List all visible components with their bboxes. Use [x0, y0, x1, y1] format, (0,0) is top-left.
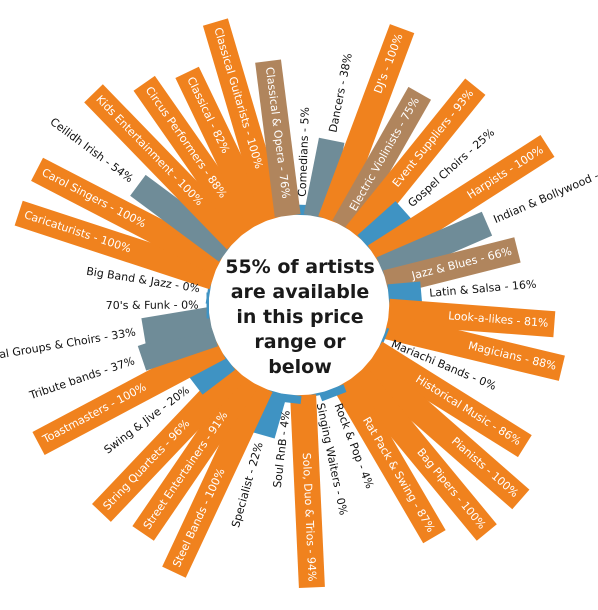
- bar-19: [290, 394, 325, 589]
- bar-2: [318, 24, 415, 226]
- bar-8: [383, 237, 521, 296]
- bar-4: [345, 78, 486, 244]
- bar-label-0: Comedians - 5%: [296, 107, 312, 197]
- bar-14: [358, 354, 530, 510]
- center-line-1: 55% of artists: [225, 256, 375, 278]
- bar-16: [333, 376, 446, 544]
- center-line-5: below: [268, 356, 332, 378]
- bar-24: [92, 361, 247, 522]
- bar-5: [357, 201, 413, 255]
- center-line-4: range or: [254, 331, 346, 353]
- bar-17: [319, 384, 347, 402]
- center-text: 55% of artists are available in this pri…: [225, 256, 375, 378]
- bar-7: [376, 211, 493, 282]
- bar-32: [31, 157, 226, 276]
- bar-group: [14, 18, 565, 589]
- bar-23: [132, 372, 260, 541]
- bar-22: [162, 381, 273, 578]
- bar-35: [133, 75, 259, 239]
- bar-34: [84, 84, 246, 250]
- bar-6: [367, 135, 555, 268]
- bar-3: [332, 86, 432, 234]
- bar-label-28: Vocal Groups & Choirs - 33%: [0, 326, 137, 365]
- bar-13: [368, 341, 532, 458]
- bar-25: [186, 349, 236, 395]
- bar-11: [383, 313, 565, 381]
- bar-37: [202, 18, 286, 223]
- bar-label-1: Dancers - 38%: [326, 52, 354, 134]
- bar-31: [14, 200, 218, 290]
- bar-1: [303, 137, 345, 220]
- bar-28: [141, 307, 213, 344]
- center-line-3: in this price: [236, 306, 363, 328]
- bar-15: [346, 366, 497, 541]
- center-line-2: are available: [231, 281, 370, 303]
- bar-label-19: Solo, Duo & Trios - 94%: [300, 452, 319, 581]
- bar-label-29: 70's & Funk - 0%: [106, 299, 199, 313]
- bar-26: [32, 335, 226, 455]
- bar-36: [175, 66, 272, 230]
- bar-38: [255, 59, 301, 218]
- bar-33: [130, 174, 235, 262]
